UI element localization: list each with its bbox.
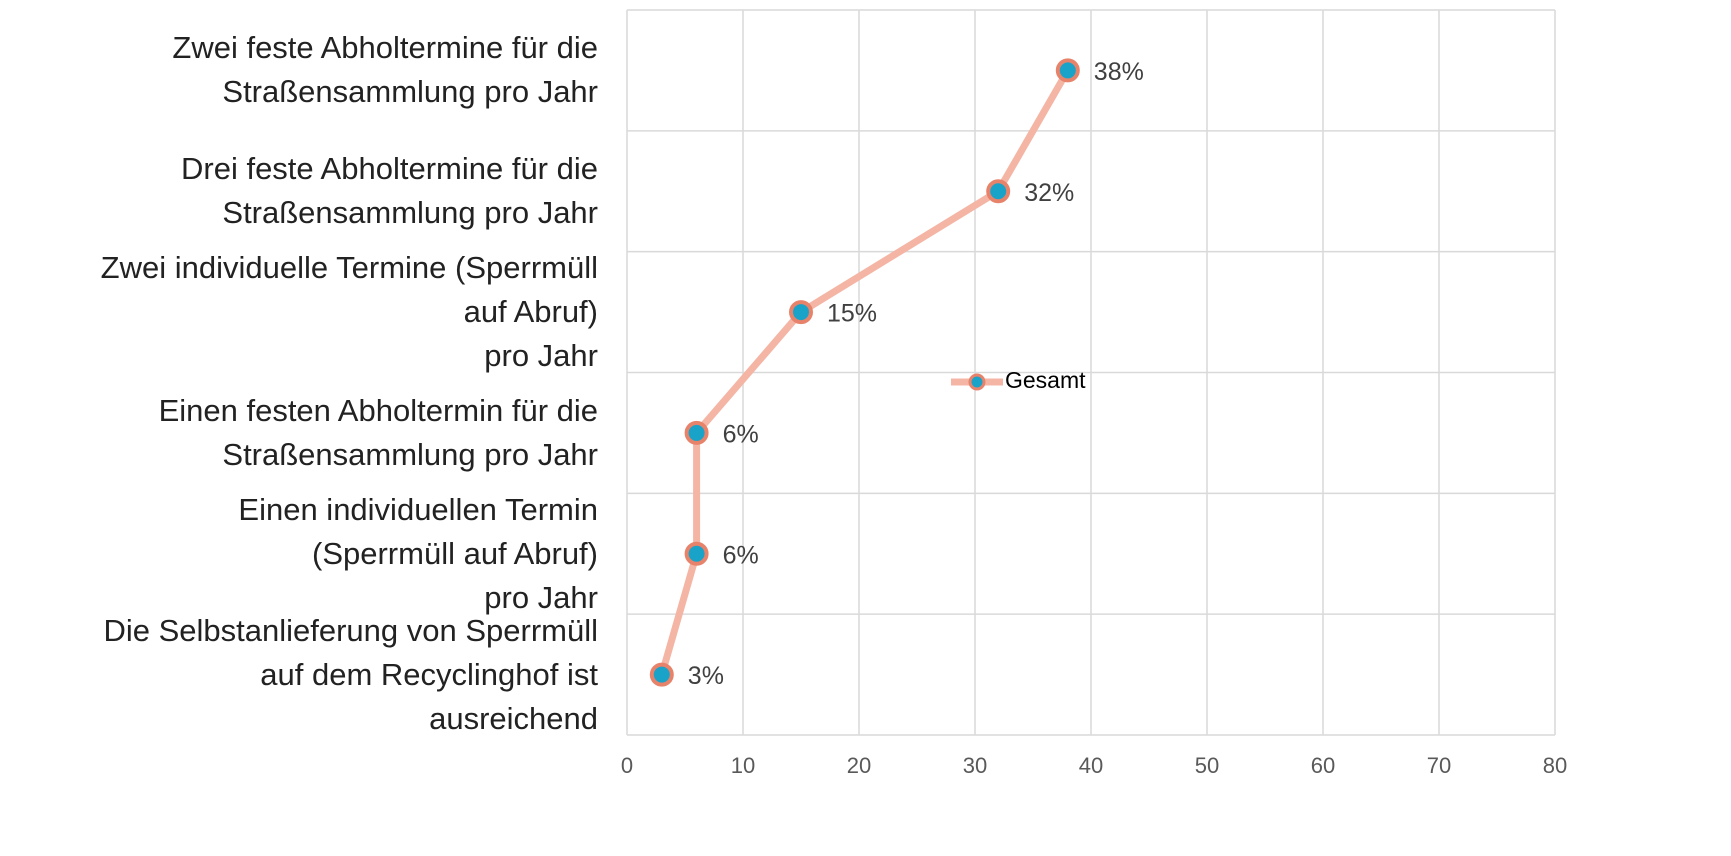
marker (1055, 58, 1080, 83)
x-tick-label: 80 (1543, 753, 1567, 778)
y-tick-label: Zwei individuelle Termine (Sperrmüll auf… (100, 250, 598, 374)
data-label: 38% (1094, 58, 1144, 86)
x-tick-label: 0 (621, 753, 633, 778)
marker (986, 179, 1011, 204)
data-label: 3% (688, 662, 724, 690)
marker (684, 420, 709, 445)
data-label: 6% (723, 541, 759, 569)
y-tick-label: Einen festen Abholtermin für die Straßen… (158, 392, 598, 472)
x-tick-label: 10 (731, 753, 755, 778)
x-tick-label: 40 (1079, 753, 1103, 778)
marker (649, 662, 674, 687)
data-label: 32% (1024, 179, 1074, 207)
data-label: 6% (723, 421, 759, 449)
legend-marker (968, 373, 986, 391)
x-tick-label: 60 (1311, 753, 1335, 778)
x-tick-label: 30 (963, 753, 987, 778)
series-line (658, 68, 1071, 676)
marker (789, 300, 813, 325)
y-tick-label: Zwei feste Abholtermine für die Straßens… (172, 30, 598, 110)
x-tick-label: 50 (1195, 753, 1219, 778)
data-label: 15% (827, 300, 877, 328)
y-tick-label: Die Selbstanlieferung von Sperrmüll auf … (103, 612, 598, 736)
y-tick-label: Drei feste Abholtermine für die Straßens… (181, 151, 598, 231)
legend-label: Gesamt (1005, 367, 1086, 393)
y-tick-label: Einen individuellen Termin (Sperrmüll au… (238, 491, 598, 615)
x-tick-label: 20 (847, 753, 871, 778)
x-tick-label: 70 (1427, 753, 1451, 778)
marker (684, 541, 709, 566)
